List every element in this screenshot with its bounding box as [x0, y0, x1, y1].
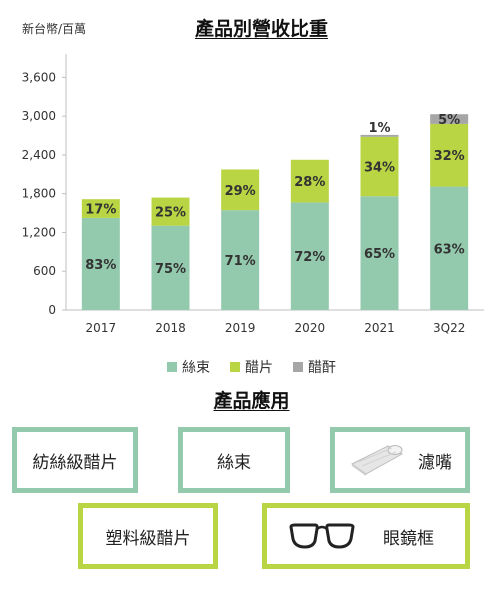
- bar-segment-1-2020: [290, 159, 329, 203]
- box-label-eyeglass-frame: 眼鏡框: [383, 528, 434, 549]
- bar-segment-0-2018: [151, 225, 190, 310]
- bar-segment-1-2017: [81, 199, 120, 218]
- y-tick-label: 1,800: [22, 187, 56, 201]
- y-tick-label: 3,000: [22, 109, 56, 123]
- legend-swatch-tow: [167, 362, 177, 372]
- data-label: 34%: [364, 161, 395, 176]
- legend-label-anhydride: 醋酐: [308, 360, 336, 376]
- data-label: 28%: [294, 175, 325, 190]
- legend-item-tow: 絲束: [167, 357, 210, 377]
- data-label: 29%: [225, 184, 256, 199]
- bar-segment-2-2021: [360, 134, 399, 137]
- y-tick-label: 3,600: [22, 70, 56, 84]
- y-tick-label: 0: [48, 303, 56, 317]
- bar-segment-0-2020: [290, 202, 329, 310]
- legend-item-flake: 醋片: [230, 357, 273, 377]
- chart-legend: 絲束 醋片 醋酐: [0, 357, 503, 377]
- legend-swatch-flake: [230, 362, 240, 372]
- revenue-stacked-bar-chart: 0 600 1,200 1,800 2,400 3,000 3,600 83% 17% 2017 7…: [22, 54, 484, 335]
- x-tick-label: 2018: [155, 321, 186, 335]
- data-label: 63%: [434, 242, 465, 257]
- bar-segment-0-2021: [360, 196, 399, 310]
- data-label: 75%: [155, 262, 186, 277]
- eyeglasses-icon: [289, 523, 355, 549]
- applications-title: 產品應用: [213, 390, 290, 412]
- bar-segment-2-3Q22: [430, 114, 469, 124]
- legend-swatch-anhydride: [293, 362, 303, 372]
- data-label: 65%: [364, 247, 395, 262]
- bar-segment-1-2021: [360, 136, 399, 197]
- y-tick-label: 600: [33, 264, 56, 278]
- y-tick-label: 2,400: [22, 148, 56, 162]
- box-plastic-grade-flake: 塑料級醋片: [78, 503, 218, 569]
- x-tick-label: 2020: [295, 321, 326, 335]
- filter-rod-icon: [351, 445, 404, 476]
- legend-item-anhydride: 醋酐: [293, 357, 336, 377]
- data-label: 5%: [438, 113, 460, 128]
- data-label: 83%: [85, 258, 116, 273]
- box-label-spinning-grade-flake: 紡絲級醋片: [32, 452, 118, 473]
- box-spinning-grade-flake: 紡絲級醋片: [12, 427, 138, 493]
- data-label: 71%: [225, 254, 256, 269]
- bar-segment-0-2017: [81, 217, 120, 310]
- x-tick-label: 2021: [364, 321, 395, 335]
- x-tick-label: 2017: [86, 321, 117, 335]
- data-label: 72%: [294, 250, 325, 265]
- data-label: 25%: [155, 206, 186, 221]
- legend-label-tow: 絲束: [182, 360, 210, 376]
- bar-segment-1-2019: [221, 169, 260, 211]
- chart-title: 產品別營收比重: [194, 18, 328, 40]
- x-tick-label: 2019: [225, 321, 256, 335]
- box-tow: 絲束: [178, 427, 290, 493]
- y-tick-label: 1,200: [22, 225, 56, 239]
- box-label-filter: 濾嘴: [418, 452, 452, 473]
- legend-label-flake: 醋片: [245, 360, 273, 376]
- box-label-plastic-grade-flake: 塑料級醋片: [105, 528, 191, 549]
- bar-segment-0-3Q22: [430, 186, 469, 310]
- data-label: 1%: [368, 121, 390, 136]
- bar-segment-1-3Q22: [430, 123, 469, 187]
- bar-segment-0-2019: [221, 210, 260, 310]
- box-eyeglass-frame: 眼鏡框: [262, 503, 470, 569]
- bar-segment-1-2018: [151, 197, 190, 226]
- data-label: 32%: [434, 149, 465, 164]
- data-label: 17%: [85, 203, 116, 218]
- box-label-tow: 絲束: [217, 452, 251, 473]
- x-tick-label: 3Q22: [433, 321, 465, 335]
- box-filter: 濾嘴: [330, 427, 470, 493]
- y-axis-unit-label: 新台幣/百萬: [22, 22, 87, 36]
